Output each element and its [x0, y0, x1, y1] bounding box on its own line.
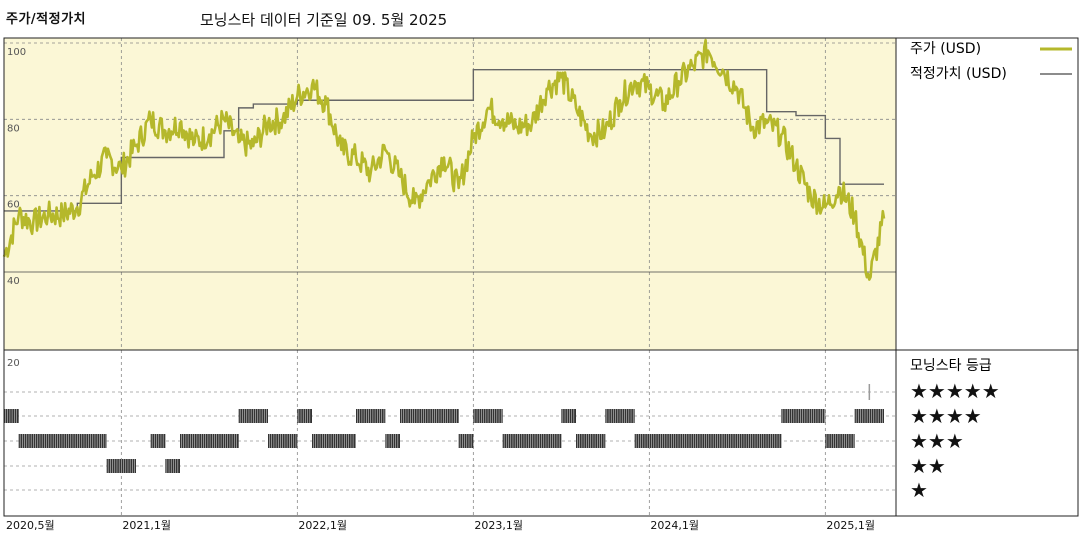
rating-bar: [473, 409, 503, 423]
x-tick-label: 2021,1월: [122, 519, 171, 532]
y-tick-label: 60: [7, 200, 20, 211]
chart-frame: [3, 37, 1079, 517]
rating-bar: [297, 409, 312, 423]
rating-bar: [781, 409, 826, 423]
rating-stars-2: ★★: [910, 454, 946, 478]
price-line: [2, 38, 886, 281]
rating-bar-fill: [18, 434, 107, 448]
rating-bar: [106, 459, 136, 473]
x-tick-label: 2023,1월: [474, 519, 523, 532]
rating-bar: [312, 434, 356, 448]
rating-panel-title: 모닝스타 등급: [910, 358, 992, 374]
rating-bar-fill: [634, 434, 723, 448]
legend-fair-label: 적정가치 (USD): [910, 66, 1007, 82]
chart-left-title: 주가/적정가치: [6, 12, 87, 27]
y-tick-label: 40: [7, 276, 20, 287]
rating-bar-fill: [781, 409, 826, 423]
rating-bar: [502, 434, 562, 448]
rating-bar: [825, 434, 855, 448]
rating-bar: [150, 434, 166, 448]
chart-center-title: 모닝스타 데이터 기준일 09. 5월 2025: [200, 11, 448, 29]
rating-bar: [576, 434, 606, 448]
rating-bar: [165, 459, 180, 473]
rating-bar: [356, 409, 386, 423]
legend-price-label: 주가 (USD): [910, 41, 981, 57]
rating-bar: [238, 409, 268, 423]
y-tick-label: 80: [7, 123, 20, 134]
rating-bar: [180, 434, 239, 448]
rating-stars-3: ★★★: [910, 429, 964, 453]
rating-bar: [268, 434, 298, 448]
rating-bar: [605, 409, 635, 423]
rating-bar-fill: [312, 434, 356, 448]
rating-stars-4: ★★★★: [910, 404, 982, 428]
rating-bar: [561, 409, 576, 423]
rating-bar: [18, 434, 107, 448]
rating-bar: [634, 434, 723, 448]
x-tick-label: 2022,1월: [298, 519, 347, 532]
x-tick-label: 2020,5월: [6, 519, 55, 532]
rating-bar: [722, 434, 782, 448]
x-tick-label: 2024,1월: [650, 519, 699, 532]
rating-stars-1: ★: [910, 478, 928, 502]
rating-bar: [854, 409, 884, 423]
rating-bar: [4, 409, 19, 423]
rating-y-tick-label: 20: [7, 358, 20, 369]
price-panel-background: [4, 38, 896, 350]
rating-bar: [458, 434, 474, 448]
x-tick-label: 2025,1월: [826, 519, 875, 532]
rating-bar: [385, 434, 400, 448]
rating-bar: [400, 409, 459, 423]
rating-stars-5: ★★★★★: [910, 379, 1000, 403]
y-tick-label: 100: [7, 47, 26, 58]
